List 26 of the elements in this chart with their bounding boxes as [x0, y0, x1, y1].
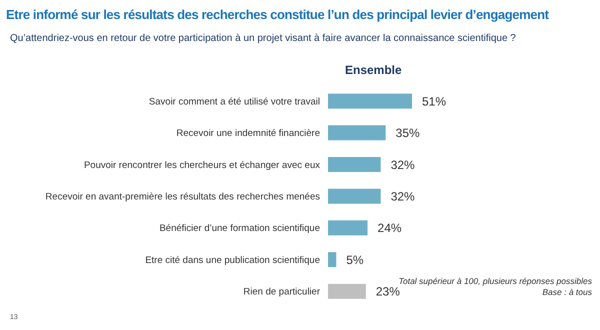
- y-tick-label: Etre cité dans une publication scientifique: [145, 254, 320, 266]
- bar: [328, 94, 412, 109]
- series-label: Ensemble: [345, 63, 402, 77]
- data-label: 32%: [390, 158, 416, 172]
- data-label: 24%: [378, 221, 402, 236]
- text: Base : à tous: [542, 287, 592, 297]
- y-tick-label: Bénéficier d’une formation scientifique: [159, 223, 320, 234]
- data-label: 35%: [396, 126, 420, 140]
- data-label: 23%: [376, 284, 400, 299]
- y-tick-label: Recevoir une indemnité financière: [176, 128, 320, 140]
- bar: [328, 220, 368, 236]
- data-label: 5%: [346, 252, 364, 267]
- y-tick-label: Savoir comment a été utilisé votre travail: [148, 96, 320, 108]
- y-tick-label: Pouvoir rencontrer les chercheurs et échanger avec eux: [84, 160, 320, 171]
- bar: [328, 284, 366, 299]
- bar: [328, 156, 381, 172]
- bar: [328, 188, 381, 204]
- chart-subtitle: Qu’attendriez-vous en retour de votre participation à un projet visant à faire avancer la connaissance scientifique ?: [10, 33, 516, 44]
- bar: [328, 252, 336, 268]
- data-label: 32%: [390, 189, 416, 204]
- data-label: 51%: [422, 94, 446, 108]
- annotation: Total supérieur à 100, plusieurs réponses possibles: [398, 276, 592, 286]
- bar: [328, 125, 386, 140]
- chart-title: Etre informé sur les résultats des recherches constitue l’un des principal levier d’engagement: [6, 7, 549, 22]
- y-tick-label: Rien de particulier: [243, 286, 320, 298]
- y-tick-label: Recevoir en avant-première les résultats des recherches menées: [45, 192, 320, 202]
